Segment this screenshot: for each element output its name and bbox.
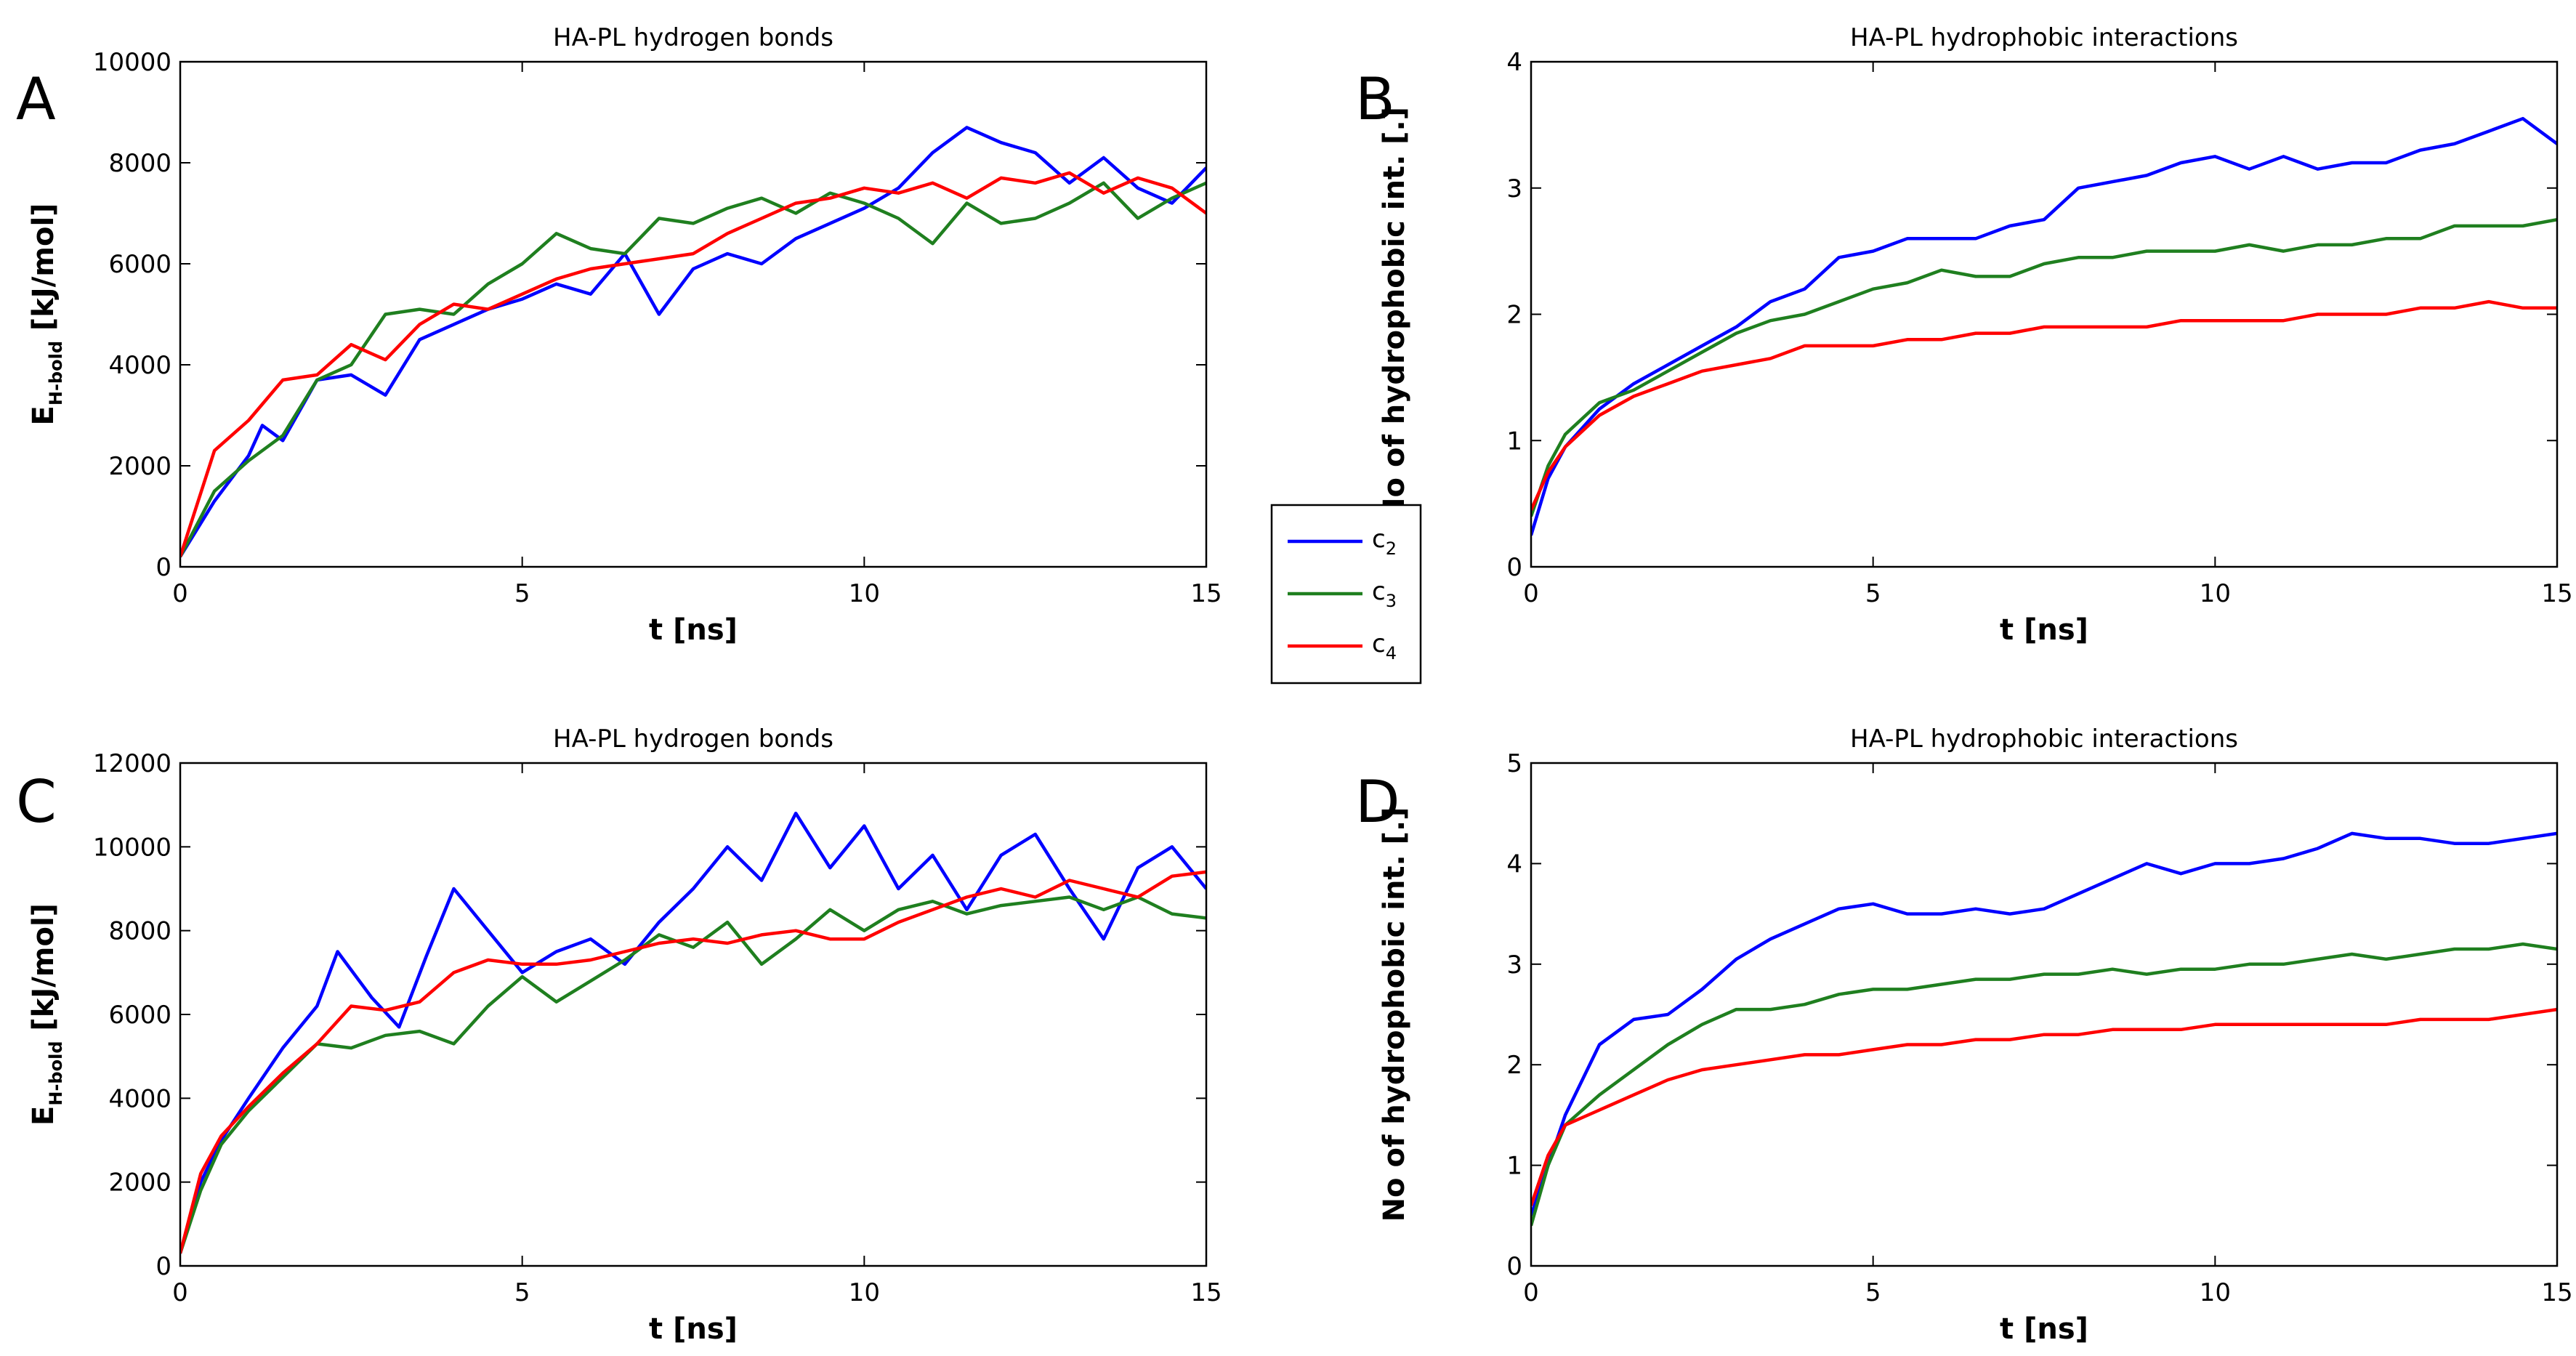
y-axis-label: No of hydrophobic int. [.] — [1378, 107, 1411, 522]
chart-title: HA-PL hydrogen bonds — [553, 725, 833, 754]
y-tick-label: 3 — [1506, 951, 1522, 980]
y-tick-label: 0 — [1506, 1252, 1522, 1281]
series-line-c4 — [180, 870, 1206, 1254]
panel-letter: C — [16, 768, 57, 836]
legend-label: c2 — [1372, 525, 1397, 559]
x-tick-label: 5 — [1865, 1278, 1881, 1307]
x-tick-label: 10 — [2200, 579, 2231, 608]
x-tick-label: 10 — [849, 579, 880, 608]
x-tick-label: 15 — [2541, 1278, 2572, 1307]
series-line-c2 — [180, 126, 1206, 558]
y-tick-label: 0 — [156, 553, 171, 582]
chart-title: HA-PL hydrophobic interactions — [1850, 725, 2238, 754]
series-line-c2 — [1531, 116, 2557, 536]
series-line-c3 — [180, 181, 1206, 558]
y-tick-label: 1 — [1506, 1152, 1522, 1181]
axes-frame — [179, 60, 1208, 568]
chart-title: HA-PL hydrophobic interactions — [1850, 23, 2238, 52]
y-tick-label: 2000 — [108, 1169, 171, 1198]
panel-letter: D — [1355, 768, 1400, 836]
y-tick-label: 6000 — [108, 250, 171, 279]
y-tick-label: 2000 — [108, 452, 171, 481]
y-tick-label: 4000 — [108, 351, 171, 380]
y-tick-label: 2 — [1506, 301, 1522, 330]
y-tick-label: 12000 — [93, 749, 171, 778]
series-line-c2 — [1531, 831, 2557, 1216]
y-tick-label: 8000 — [108, 917, 171, 946]
panel-A: A HA-PL hydrogen bonds 0 5 10 15 0 2000 4000 6000… — [16, 23, 1222, 647]
series-line-c4 — [180, 171, 1206, 557]
x-tick-label: 15 — [1190, 579, 1222, 608]
series-line-c4 — [1531, 299, 2557, 511]
series-line-c3 — [1531, 217, 2557, 517]
chart-title: HA-PL hydrogen bonds — [553, 23, 833, 52]
x-tick-label: 5 — [1865, 579, 1881, 608]
y-tick-label: 0 — [1506, 553, 1522, 582]
x-axis-label: t [ns] — [649, 613, 738, 647]
y-axis-label: EH-bold [kJ/mol] — [27, 903, 66, 1126]
y-tick-label: 1 — [1506, 427, 1522, 456]
x-tick-label: 15 — [2541, 579, 2572, 608]
panel-letter: B — [1355, 65, 1395, 133]
y-tick-label: 4 — [1506, 849, 1522, 879]
x-tick-label: 0 — [172, 1278, 188, 1307]
panel-D: D HA-PL hydrophobic interactions 0 5 10 15 0 1 2… — [1355, 725, 2573, 1346]
legend-label: c4 — [1372, 629, 1397, 663]
y-tick-label: 3 — [1506, 174, 1522, 203]
x-tick-label: 10 — [2200, 1278, 2231, 1307]
y-axis-label: No of hydrophobic int. [.] — [1378, 807, 1411, 1222]
x-tick-label: 5 — [514, 579, 530, 608]
x-tick-label: 0 — [1523, 1278, 1539, 1307]
x-tick-label: 10 — [849, 1278, 880, 1307]
x-tick-label: 5 — [514, 1278, 530, 1307]
panel-B: B HA-PL hydrophobic interactions 0 5 10 15 0 1 2… — [1355, 23, 2573, 647]
axes-frame — [1530, 60, 2559, 568]
panel-C: C HA-PL hydrogen bonds 0 5 10 15 0 2000 4000 6000… — [16, 725, 1222, 1346]
x-axis-label: t [ns] — [2000, 613, 2088, 647]
y-tick-label: 0 — [156, 1252, 171, 1281]
x-axis-label: t [ns] — [2000, 1312, 2088, 1346]
y-tick-label: 8000 — [108, 149, 171, 178]
x-tick-label: 15 — [1190, 1278, 1222, 1307]
y-tick-label: 10000 — [93, 833, 171, 862]
y-tick-label: 2 — [1506, 1051, 1522, 1080]
series-line-c2 — [180, 811, 1206, 1254]
y-tick-label: 10000 — [93, 48, 171, 77]
x-tick-label: 0 — [172, 579, 188, 608]
y-tick-label: 4 — [1506, 48, 1522, 77]
axes-frame — [179, 762, 1208, 1267]
panel-letter: A — [16, 65, 56, 133]
x-axis-label: t [ns] — [649, 1312, 738, 1346]
legend: c2 c3 c4 — [1270, 504, 1422, 685]
series-line-c3 — [180, 895, 1206, 1254]
series-line-c3 — [1531, 942, 2557, 1227]
axes-frame — [1530, 762, 2559, 1267]
y-tick-label: 4000 — [108, 1084, 171, 1113]
x-tick-label: 0 — [1523, 579, 1539, 608]
legend-label: c3 — [1372, 577, 1397, 611]
y-axis-label: EH-bold [kJ/mol] — [27, 203, 66, 426]
y-tick-label: 6000 — [108, 1001, 171, 1030]
series-line-c4 — [1531, 1007, 2557, 1206]
y-tick-label: 5 — [1506, 749, 1522, 778]
